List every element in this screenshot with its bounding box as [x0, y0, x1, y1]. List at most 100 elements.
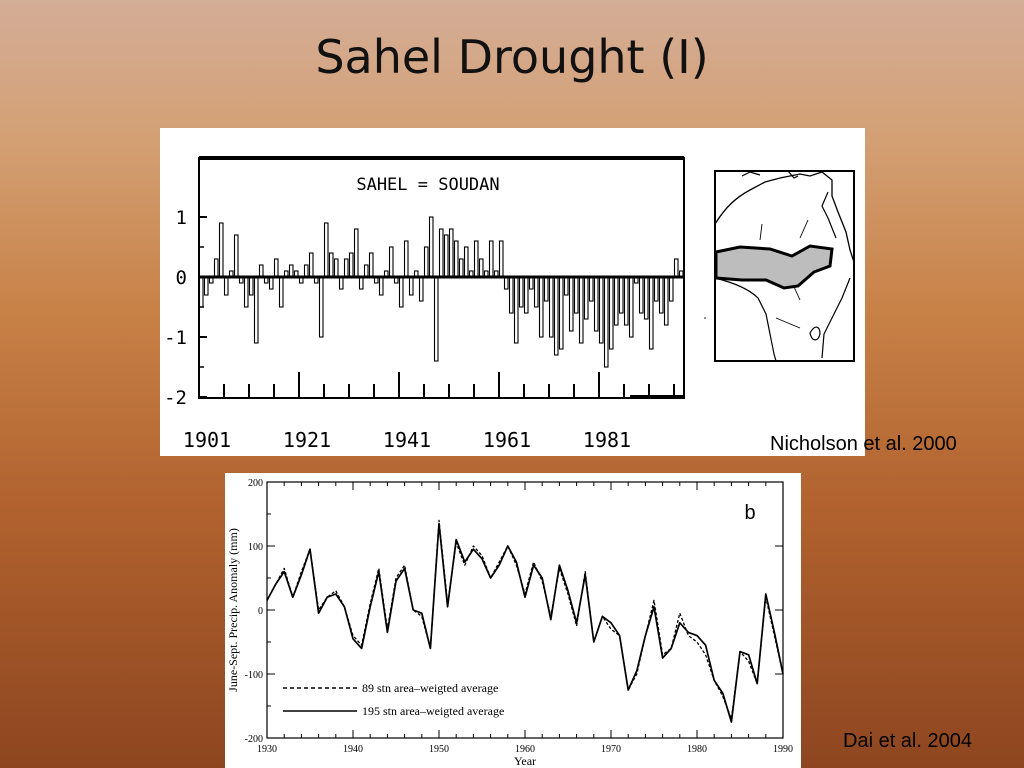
x-ticks-group: 1930 1940 1950 1960 1970 1980 1990 — [257, 482, 793, 755]
bar-1971 — [548, 276, 554, 338]
series-line-195stn — [266, 522, 784, 723]
bar-1928 — [333, 258, 339, 278]
y-tick-label: 0 — [258, 606, 263, 617]
citation-nicholson: Nicholson et al. 2000 — [770, 433, 957, 455]
bar-1929 — [338, 276, 344, 290]
bar-1933 — [358, 276, 364, 290]
bottom-figure-panel: 200 100 0 -100 -200 1930 1940 1950 1960 1970 1980… — [225, 473, 801, 768]
top-figure-panel: SAHEL = SOUDAN 1 0 -1 -2 1901 1921 1941 1961 19… — [160, 128, 865, 456]
bar-1964 — [513, 276, 519, 344]
bar-1965 — [518, 276, 524, 308]
bar-1915 — [268, 276, 274, 290]
y-tick-label: 1 — [176, 207, 187, 229]
bar-1979 — [588, 276, 594, 302]
bar-1989 — [638, 276, 644, 314]
citation-dai: Dai et al. 2004 — [843, 730, 972, 752]
bar-1916 — [273, 258, 279, 278]
x-tick-label: 1990 — [773, 744, 793, 755]
y-ticks-group: 1 0 -1 -2 — [164, 207, 207, 409]
bar-1983 — [608, 276, 614, 350]
bar-1966 — [523, 276, 529, 314]
x-tick-label: 1961 — [483, 428, 531, 452]
bar-1953 — [458, 258, 464, 278]
bar-1991 — [648, 276, 654, 350]
bar-1919 — [288, 264, 294, 278]
bar-1949 — [438, 228, 444, 278]
bar-1937 — [378, 276, 384, 296]
bar-1910 — [243, 276, 249, 308]
bar-1976 — [573, 276, 579, 314]
x-tick-label: 1901 — [183, 428, 231, 452]
legend-entry-89stn: 89 stn area–weigted average — [362, 681, 498, 695]
y-axis-label: June-Sept. Precip. Anomaly (mm) — [226, 528, 240, 692]
bar-1982 — [603, 276, 609, 368]
bar-1968 — [533, 276, 539, 308]
bar-1917 — [278, 276, 284, 308]
bar-1930 — [343, 258, 349, 278]
bar-1943 — [408, 276, 414, 296]
panel-label: b — [744, 502, 755, 524]
bar-1926 — [323, 222, 329, 278]
y-tick-label: 100 — [248, 542, 263, 553]
bar-1974 — [563, 276, 569, 296]
bar-1931 — [348, 252, 354, 278]
bar-1901 — [198, 276, 204, 308]
x-tick-label: 1940 — [343, 744, 363, 755]
chart-title: SAHEL = SOUDAN — [356, 175, 499, 195]
bottom-thick-segment — [630, 395, 684, 399]
y-tick-label: 200 — [248, 478, 263, 489]
y-ticks-group: 200 100 0 -100 -200 — [245, 478, 783, 745]
bar-1959 — [488, 240, 494, 278]
bar-1975 — [568, 276, 574, 332]
bar-1927 — [328, 252, 334, 278]
bar-1942 — [403, 240, 409, 278]
bar-1961 — [498, 240, 504, 278]
bar-1984 — [613, 276, 619, 326]
bar-1990 — [643, 276, 649, 320]
bar-1978 — [583, 276, 589, 320]
bar-1922 — [303, 264, 309, 278]
bar-1925 — [318, 276, 324, 338]
bar-1912 — [253, 276, 259, 344]
bar-1947 — [428, 216, 434, 278]
bar-1956 — [473, 240, 479, 278]
legend: 89 stn area–weigted average 195 stn area… — [283, 681, 504, 718]
bar-1904 — [213, 258, 219, 278]
bar-1905 — [218, 222, 224, 278]
y-tick-label: 0 — [176, 267, 187, 289]
y-tick-label: -100 — [245, 670, 263, 681]
bar-1945 — [418, 276, 424, 302]
bars-group — [198, 216, 684, 368]
bar-1981 — [598, 276, 604, 344]
y-tick-label: -200 — [245, 734, 263, 745]
bar-1950 — [443, 234, 449, 278]
bar-1908 — [233, 234, 239, 278]
y-tick-label: -2 — [164, 387, 187, 409]
bar-1994 — [663, 276, 669, 326]
bar-1906 — [223, 276, 229, 296]
bar-1973 — [558, 276, 564, 350]
precip-anomaly-line-chart: 200 100 0 -100 -200 1930 1940 1950 1960 1970 1980… — [226, 478, 793, 768]
x-tick-label: 1970 — [601, 744, 621, 755]
bar-1969 — [538, 276, 544, 338]
bar-1946 — [423, 246, 429, 278]
x-tick-label: 1981 — [583, 428, 631, 452]
x-tick-label: 1921 — [283, 428, 331, 452]
bar-1962 — [503, 276, 509, 290]
bar-1993 — [658, 276, 664, 314]
series-line-89stn — [266, 519, 784, 720]
bar-1951 — [448, 228, 454, 278]
bar-1987 — [628, 276, 634, 338]
x-ticks-group: 1901 1921 1941 1961 1981 — [183, 372, 675, 452]
bar-1967 — [528, 276, 534, 290]
bar-1957 — [478, 258, 484, 278]
bar-1963 — [508, 276, 514, 314]
x-axis-label: Year — [514, 754, 536, 768]
sahel-band — [714, 244, 834, 290]
bar-1980 — [593, 276, 599, 332]
bar-1995 — [668, 276, 674, 302]
bar-1992 — [653, 276, 659, 302]
x-tick-label: 1960 — [515, 744, 535, 755]
x-tick-label: 1980 — [687, 744, 707, 755]
bar-1952 — [453, 240, 459, 278]
